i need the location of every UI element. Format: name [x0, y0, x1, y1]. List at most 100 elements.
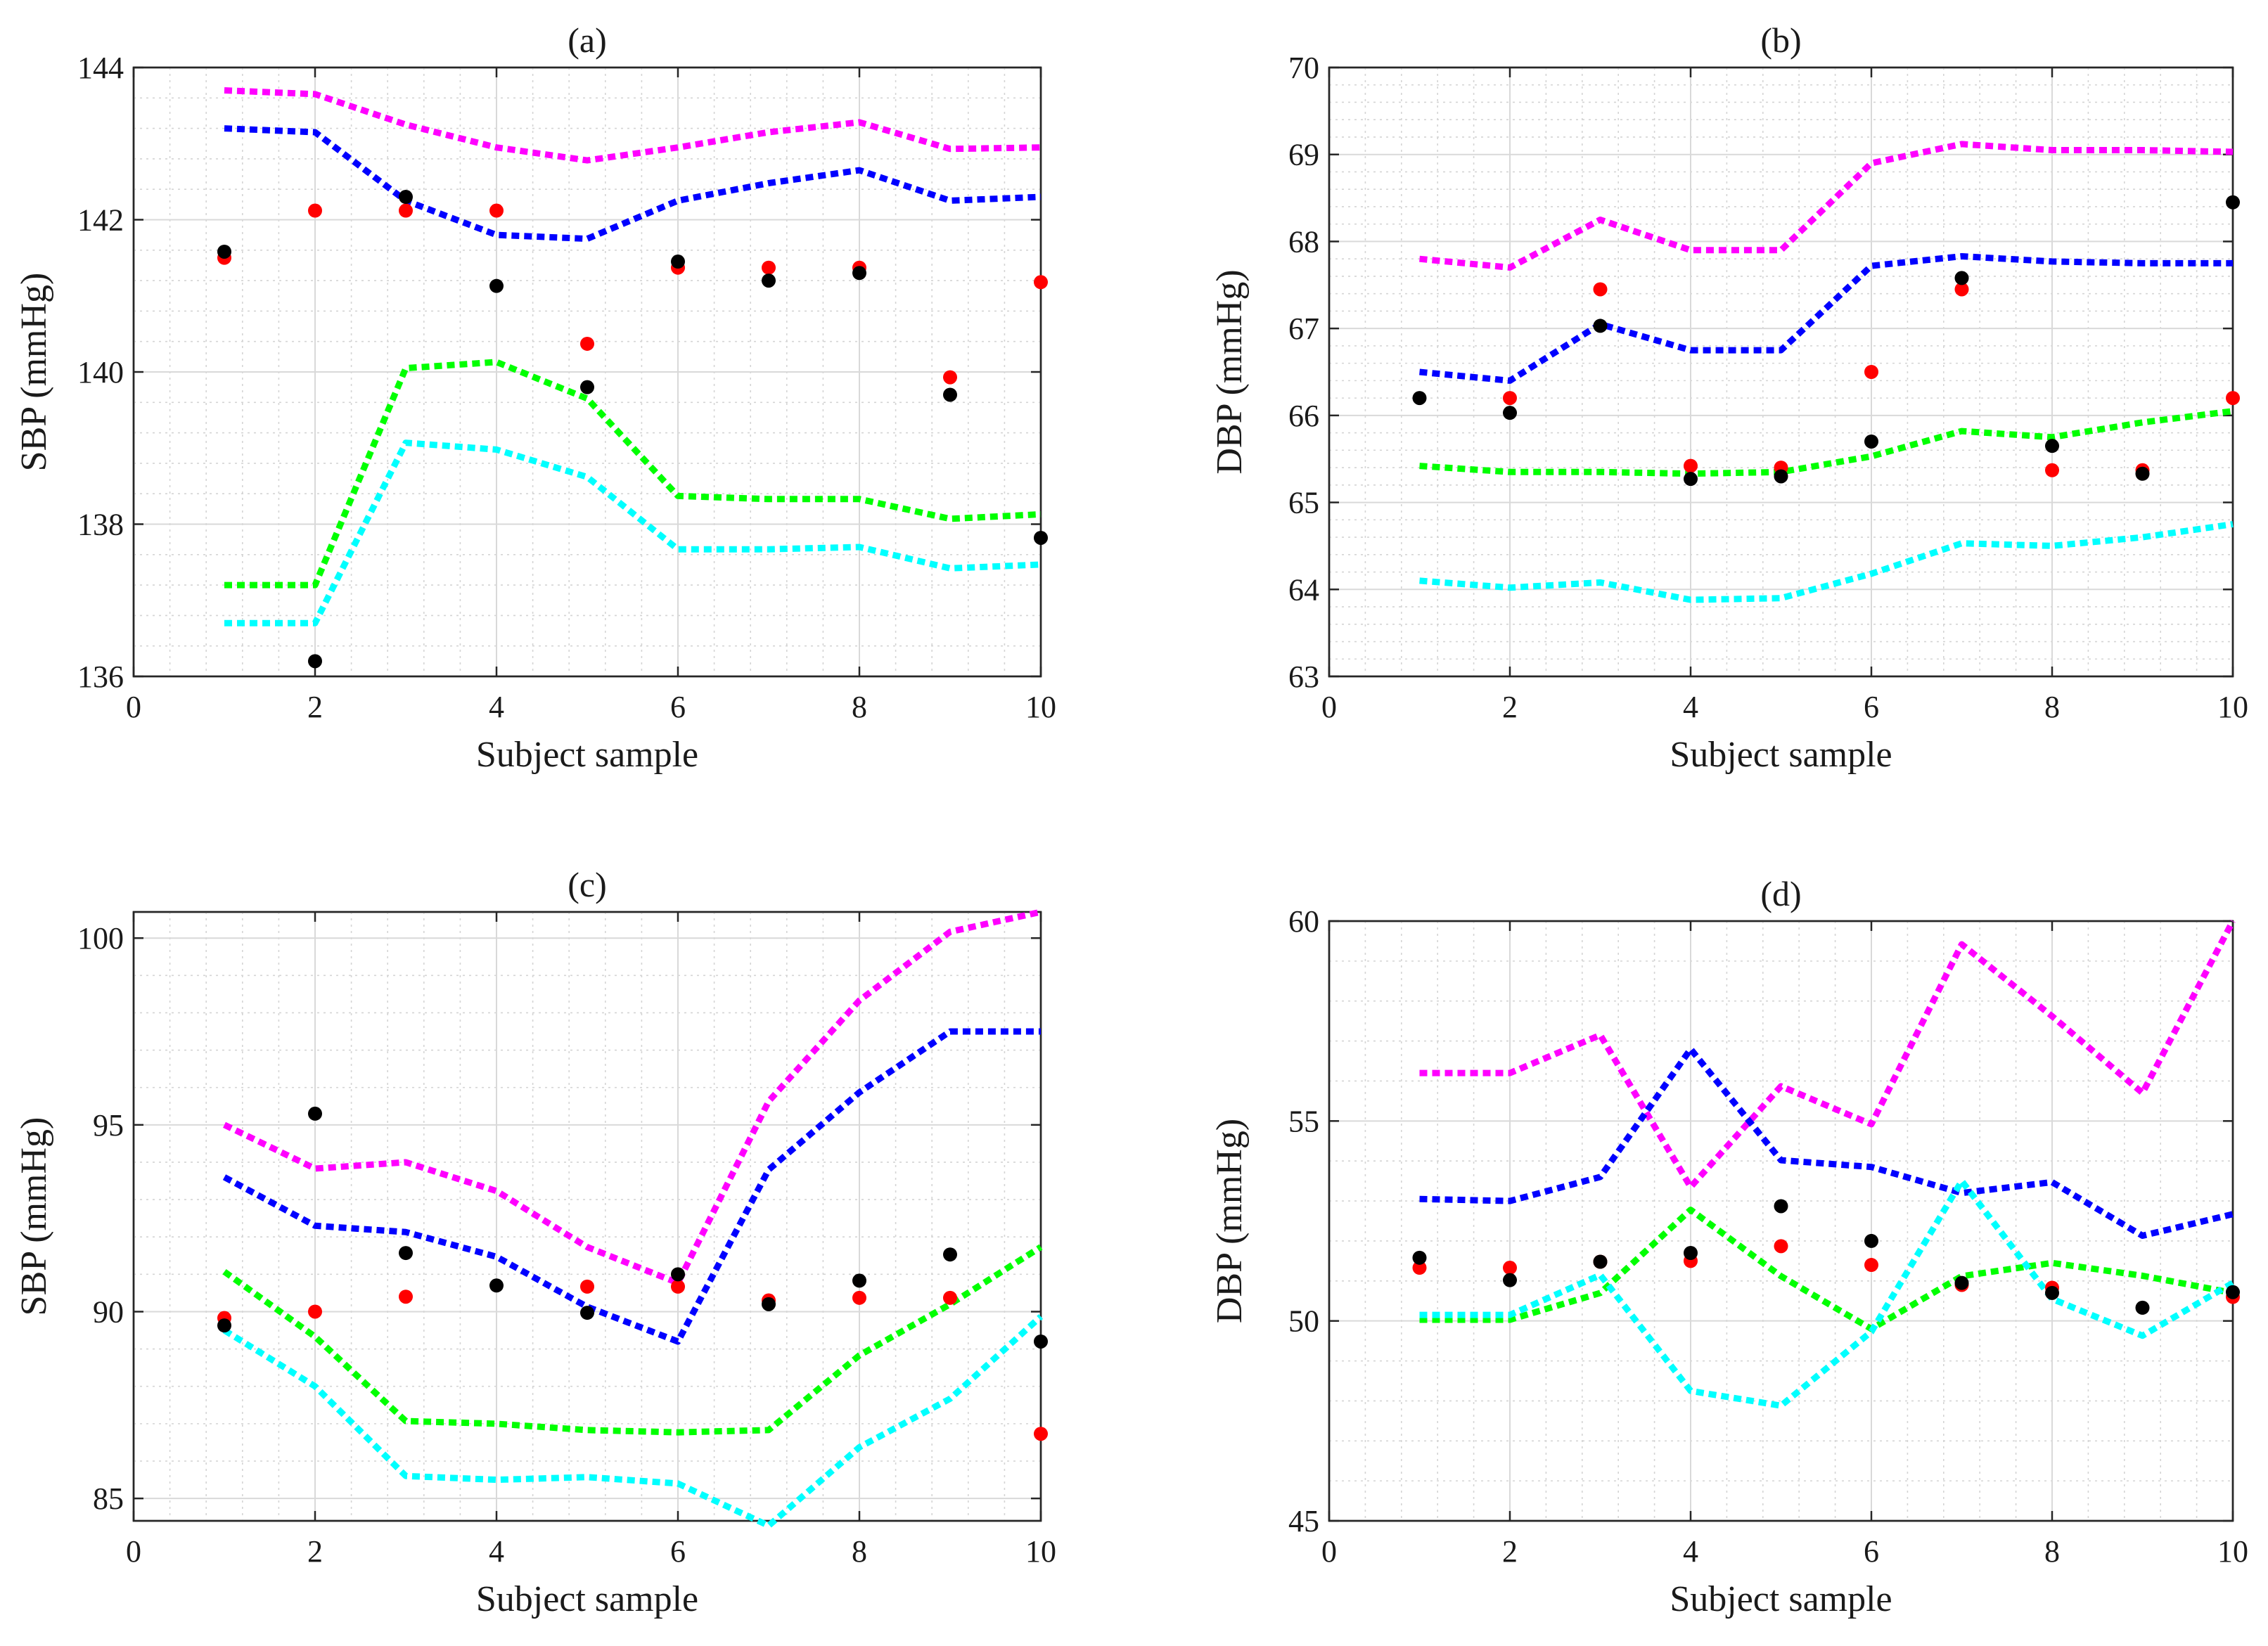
- data-point-black: [1864, 1233, 1878, 1248]
- scatter-black: [217, 1106, 1048, 1349]
- x-tick-label: 8: [852, 1534, 867, 1569]
- data-point-red: [1503, 391, 1517, 406]
- data-point-black: [1954, 271, 1969, 285]
- series-line-green: [1419, 1207, 2234, 1332]
- data-point-black: [308, 654, 322, 669]
- y-tick-label: 142: [77, 203, 124, 238]
- panel-title: (d): [1760, 874, 1801, 913]
- data-point-red: [580, 1279, 594, 1294]
- data-point-red: [852, 1290, 866, 1305]
- plot-area: [1328, 66, 2234, 678]
- minor-grid: [134, 912, 1041, 1521]
- data-point-black: [762, 274, 776, 288]
- data-point-black: [580, 1306, 594, 1320]
- series-line-cyan: [1419, 1178, 2235, 1409]
- y-tick-label: 90: [93, 1294, 124, 1329]
- data-point-red: [943, 1290, 957, 1305]
- x-tick-label: 0: [1321, 690, 1337, 724]
- data-point-black: [2226, 1285, 2240, 1299]
- y-tick-label: 63: [1288, 660, 1319, 694]
- x-tick-label: 4: [489, 690, 504, 724]
- x-tick-label: 10: [1025, 1534, 1056, 1569]
- data-point-red: [1774, 1239, 1788, 1254]
- data-point-red: [489, 203, 504, 218]
- data-point-red: [943, 370, 957, 385]
- data-point-black: [943, 387, 957, 402]
- data-point-black: [308, 1106, 322, 1121]
- series-line-green: [222, 1244, 1043, 1436]
- data-point-black: [489, 1278, 504, 1293]
- y-tick-label: 144: [77, 51, 124, 85]
- data-point-red: [1034, 275, 1048, 290]
- x-tick-label: 10: [2217, 690, 2248, 724]
- x-axis-label: Subject sample: [1670, 735, 1892, 775]
- x-tick-label: 6: [670, 1534, 686, 1569]
- data-point-red: [1684, 458, 1698, 473]
- plot-area: [132, 911, 1042, 1522]
- data-point-black: [1034, 1334, 1048, 1349]
- data-point-red: [2045, 463, 2059, 477]
- data-point-black: [1954, 1275, 1969, 1290]
- data-point-black: [1684, 1245, 1698, 1260]
- series-line-cyan: [1419, 521, 2234, 603]
- y-tick-label: 50: [1288, 1304, 1319, 1339]
- x-tick-label: 6: [670, 690, 686, 724]
- data-point-black: [943, 1247, 957, 1262]
- data-point-red: [399, 1290, 413, 1304]
- y-tick-label: 68: [1288, 224, 1319, 259]
- scatter-black: [217, 190, 1048, 669]
- x-tick-label: 8: [2044, 690, 2060, 724]
- panel-a: 0 2 4 6 8 10 136 138 140 142 144 (a) Subject sample S…: [14, 20, 1056, 775]
- y-tick-label: 55: [1288, 1104, 1319, 1138]
- data-point-black: [1864, 434, 1878, 449]
- data-point-red: [1864, 365, 1878, 379]
- data-point-black: [1412, 1250, 1427, 1265]
- series-line-magenta: [1419, 141, 2234, 271]
- data-point-red: [762, 260, 776, 275]
- x-tick-label: 10: [2217, 1534, 2248, 1569]
- data-point-black: [1774, 1199, 1788, 1214]
- x-axis-label: Subject sample: [476, 1579, 698, 1619]
- y-tick-label: 67: [1288, 311, 1319, 346]
- y-tick-label: 64: [1288, 572, 1319, 607]
- y-axis-label: SBP (mmHg): [14, 273, 54, 472]
- data-point-black: [762, 1297, 776, 1311]
- series-line-magenta: [223, 908, 1042, 1287]
- x-tick-label: 2: [1502, 1534, 1518, 1569]
- data-point-red: [308, 1304, 322, 1319]
- data-point-black: [1503, 1273, 1517, 1287]
- data-point-black: [580, 380, 594, 394]
- x-tick-label: 4: [1683, 690, 1698, 724]
- data-point-red: [1954, 282, 1969, 297]
- plot-frame: [1328, 920, 2234, 1522]
- y-axis-label: DBP (mmHg): [1210, 1119, 1250, 1323]
- data-point-red: [399, 203, 413, 218]
- series-line-green: [1419, 408, 2234, 477]
- data-point-black: [671, 1267, 685, 1282]
- data-point-red: [1593, 282, 1608, 297]
- series-line-cyan: [222, 1314, 1044, 1529]
- x-axis-label: Subject sample: [1670, 1579, 1892, 1619]
- data-point-black: [2135, 466, 2150, 481]
- panel-c: 0 2 4 6 8 10 85 90 95 100 (c) Subject sample SBP (mm…: [14, 865, 1056, 1619]
- series-line-blue: [224, 125, 1042, 243]
- x-tick-label: 0: [126, 1534, 141, 1569]
- y-tick-label: 85: [93, 1481, 124, 1516]
- data-point-red: [1412, 1261, 1427, 1275]
- panel-title: (c): [568, 865, 607, 904]
- data-point-black: [1412, 391, 1427, 406]
- data-point-red: [1864, 1258, 1878, 1273]
- data-point-black: [217, 1318, 231, 1333]
- x-tick-label: 6: [1864, 1534, 1879, 1569]
- series-line-magenta: [1419, 919, 2236, 1190]
- y-tick-label: 95: [93, 1108, 124, 1143]
- y-tick-label: 136: [77, 660, 124, 694]
- y-tick-label: 69: [1288, 138, 1319, 172]
- x-tick-label: 8: [852, 690, 867, 724]
- x-tick-label: 8: [2044, 1534, 2060, 1569]
- y-axis-label: DBP (mmHg): [1210, 269, 1250, 474]
- panel-title: (b): [1760, 20, 1801, 60]
- data-point-black: [399, 190, 413, 205]
- series-line-green: [224, 359, 1042, 589]
